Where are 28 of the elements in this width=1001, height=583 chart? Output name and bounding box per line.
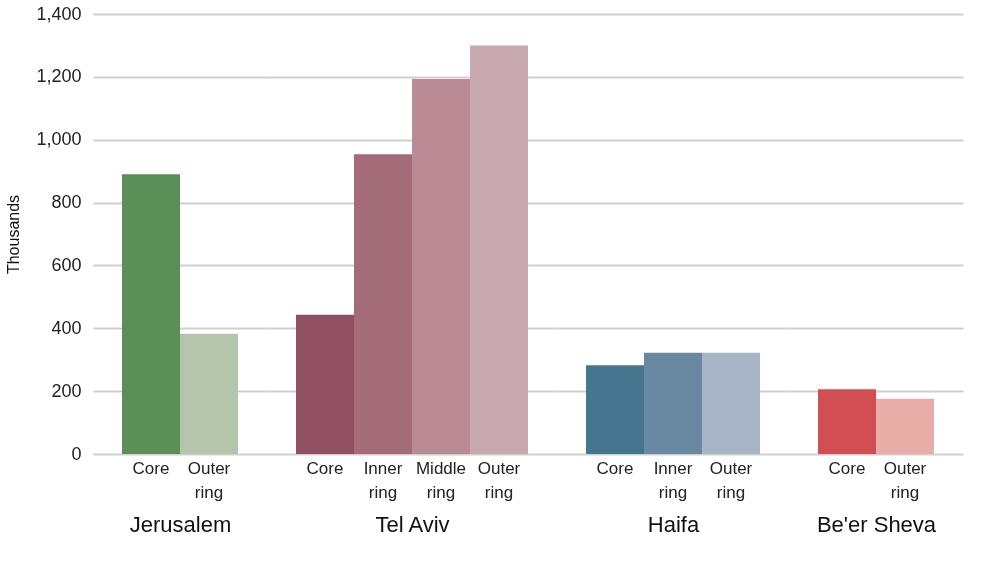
x-tick-label: Core — [828, 458, 866, 478]
x-tick-label: Core — [596, 458, 634, 478]
x-tick-label: Outer ring — [883, 458, 927, 502]
bar — [354, 154, 412, 454]
y-tick-label: 600 — [51, 254, 82, 275]
x-tick-label: Core — [306, 458, 344, 478]
y-tick-label: 1,400 — [36, 3, 82, 24]
y-tick-label: 200 — [51, 380, 82, 401]
x-tick-label: Outer ring — [709, 458, 753, 502]
x-axis-title: Haifa — [647, 511, 700, 537]
x-tick-label: Outer ring — [187, 458, 231, 502]
y-tick-label: 800 — [51, 192, 82, 213]
x-axis-title: Be'er Sheva — [816, 511, 937, 537]
bar — [470, 45, 528, 454]
x-tick-label: Outer ring — [477, 458, 521, 502]
y-tick-label: 1,000 — [36, 129, 82, 150]
y-tick-label: 0 — [71, 443, 82, 464]
bar — [412, 79, 470, 454]
x-axis-title: Tel Aviv — [375, 511, 450, 537]
x-tick-label: Inner ring — [363, 458, 403, 502]
x-tick-label: Core — [132, 458, 170, 478]
x-axis-title: Jerusalem — [129, 511, 232, 537]
x-tick-label: Middle ring — [415, 458, 467, 502]
y-tick-label: 1,200 — [36, 66, 82, 87]
x-tick-label: Inner ring — [653, 458, 693, 502]
bar — [296, 314, 354, 454]
y-axis-title: Thousands — [5, 194, 23, 275]
y-tick-label: 400 — [51, 317, 82, 338]
